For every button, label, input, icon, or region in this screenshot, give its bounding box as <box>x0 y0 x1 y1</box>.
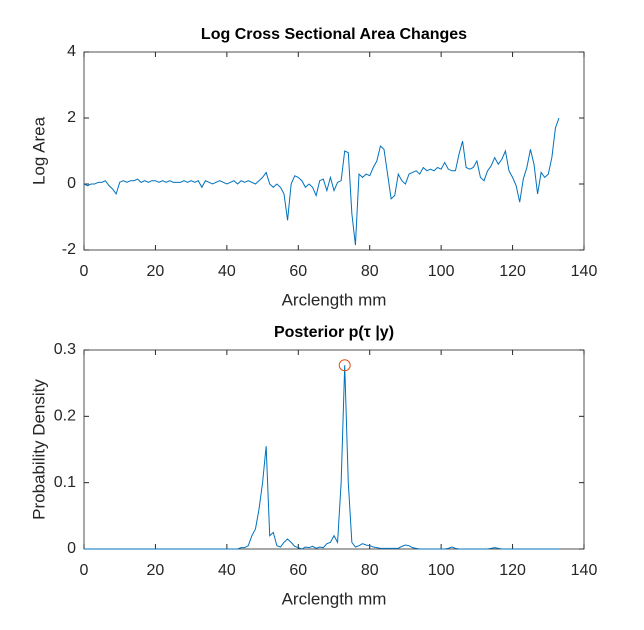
x-tick-label: 40 <box>218 263 236 280</box>
x-tick-label: 100 <box>428 562 455 579</box>
x-tick-label: 100 <box>428 263 455 280</box>
x-tick-label: 140 <box>571 562 598 579</box>
y-tick-label: 4 <box>67 43 76 60</box>
x-tick-label: 40 <box>218 562 236 579</box>
y-tick-label: -2 <box>62 241 76 258</box>
y-axis-label: Log Area <box>29 116 48 185</box>
x-axis-label: Arclength mm <box>282 589 387 608</box>
y-tick-label: 2 <box>67 109 76 126</box>
x-tick-label: 120 <box>499 562 526 579</box>
x-tick-label: 140 <box>571 263 598 280</box>
x-tick-label: 80 <box>361 263 379 280</box>
x-tick-label: 0 <box>80 263 89 280</box>
x-tick-label: 20 <box>147 562 165 579</box>
x-tick-label: 20 <box>147 263 165 280</box>
y-tick-label: 0.1 <box>54 474 76 491</box>
x-tick-label: 0 <box>80 562 89 579</box>
chart-title: Log Cross Sectional Area Changes <box>201 26 467 43</box>
axes-box <box>83 349 585 550</box>
chart-title: Posterior p(τ |y) <box>274 324 394 341</box>
x-tick-label: 120 <box>499 263 526 280</box>
y-axis-label: Probability Density <box>29 379 48 520</box>
x-tick-label: 80 <box>361 562 379 579</box>
x-axis-label: Arclength mm <box>282 290 387 309</box>
data-line <box>84 365 559 550</box>
data-line <box>83 117 560 246</box>
x-tick-label: 60 <box>289 263 307 280</box>
y-tick-label: 0 <box>67 540 76 557</box>
y-tick-label: 0.3 <box>54 341 76 358</box>
x-tick-label: 60 <box>289 562 307 579</box>
y-tick-label: 0 <box>67 175 76 192</box>
peak-marker <box>338 359 351 372</box>
axes-box <box>83 51 585 251</box>
y-tick-label: 0.2 <box>54 408 76 425</box>
